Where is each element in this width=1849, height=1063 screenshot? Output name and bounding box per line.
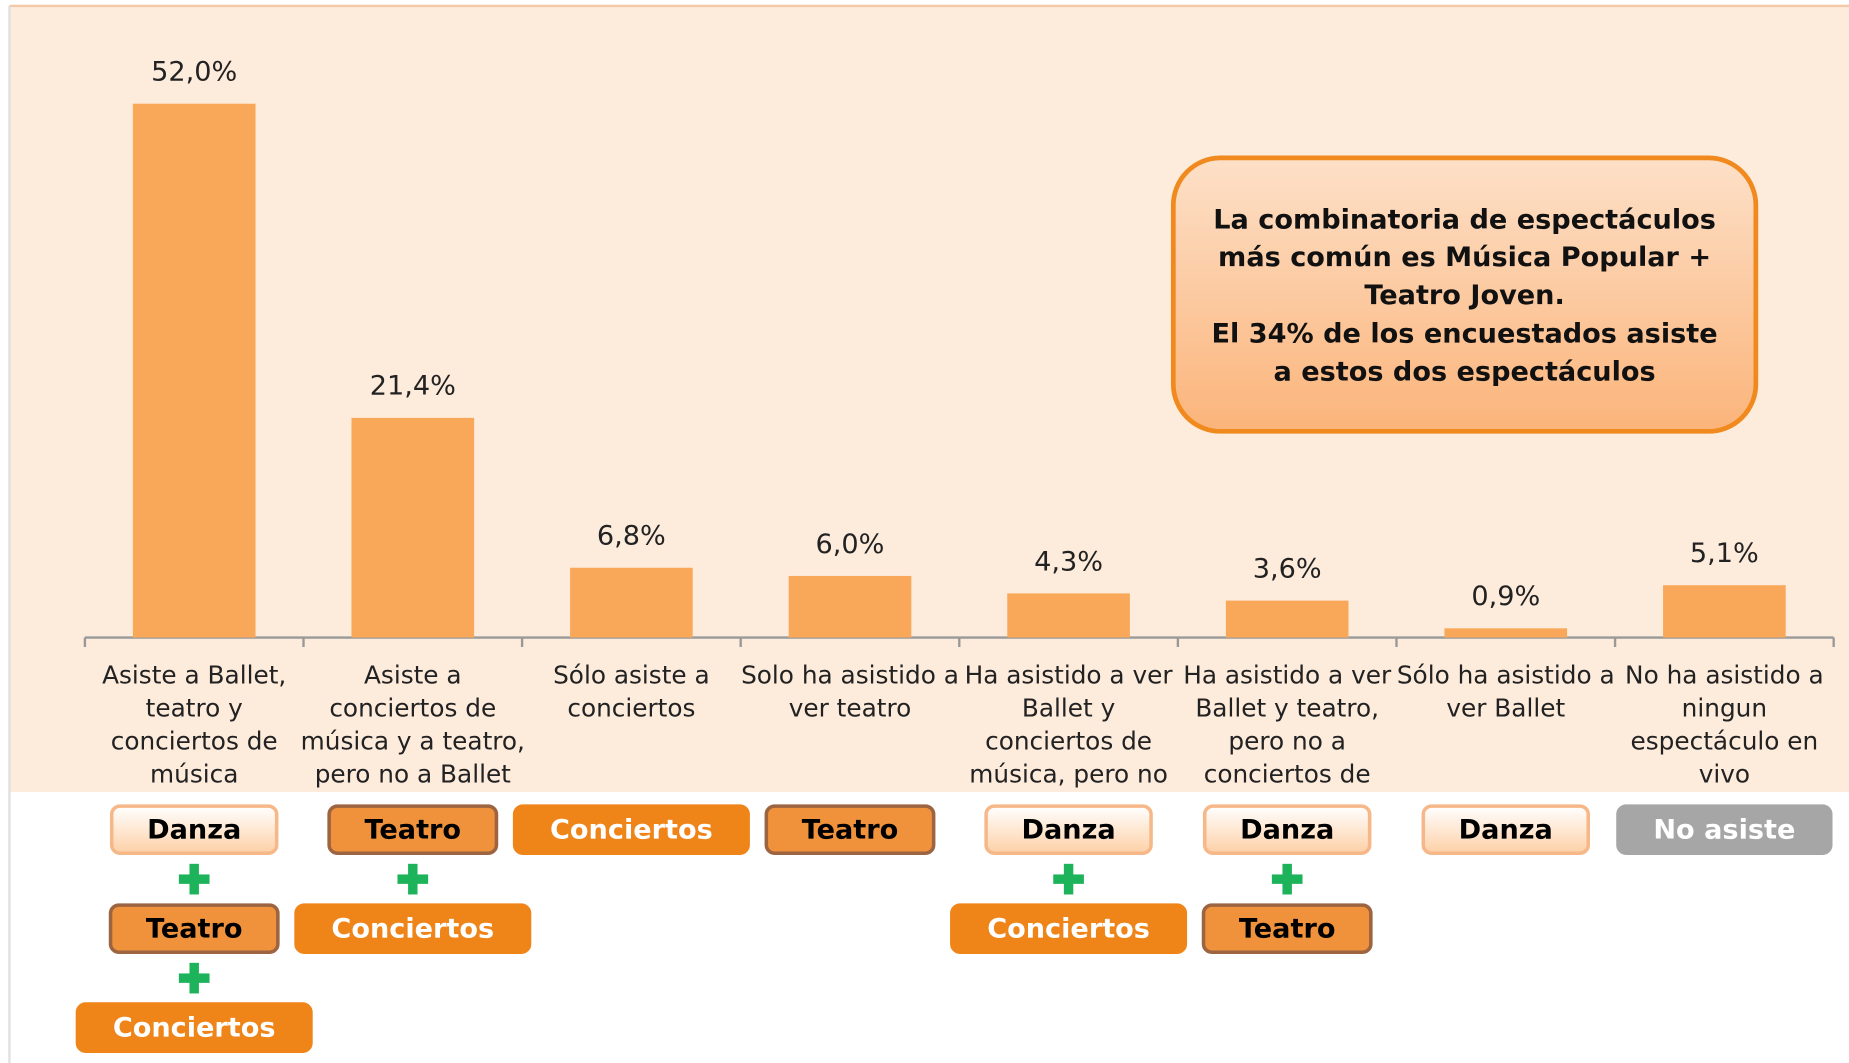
tag: Teatro — [108, 903, 280, 954]
tag-box — [108, 903, 280, 954]
plus-sign — [189, 863, 199, 895]
bar — [1444, 628, 1568, 638]
bar — [132, 103, 256, 638]
bar — [570, 567, 693, 638]
tag-label: Teatro — [365, 814, 462, 845]
plus-sign — [1063, 863, 1074, 895]
tag: Teatro — [764, 804, 936, 855]
tag: Danza — [109, 804, 279, 855]
value-label: 3,6% — [1253, 553, 1322, 584]
tag: Danza — [984, 804, 1153, 855]
x-tick-label: Asiste a conciertos de música y a teatro, p… — [301, 660, 525, 788]
annotation: El 34% de los encuestados asiste a estos … — [1212, 318, 1718, 387]
bar — [1007, 593, 1130, 638]
tag-label: Danza — [1021, 814, 1115, 845]
bar — [1225, 600, 1349, 638]
tag-label: Conciertos — [331, 913, 494, 944]
tag-box — [764, 804, 936, 855]
x-tick-label: No ha asistido a ningun espectáculo en vivo — [1625, 660, 1824, 788]
tag-box — [1202, 804, 1372, 855]
x-tick-label: Asiste a Ballet, teatro y conciertos de mús… — [102, 660, 286, 788]
plus-sign — [408, 863, 418, 895]
value-label: 6,8% — [597, 521, 666, 552]
bar — [788, 575, 912, 638]
x-tick-label: Sólo asiste a conciertos — [553, 660, 710, 722]
annotation-box — [1170, 155, 1759, 434]
tag-box — [294, 903, 532, 954]
value-label: 6,0% — [816, 529, 885, 560]
annotation: La combinatoria de espectáculos más común… — [1213, 204, 1716, 310]
tag: Conciertos — [294, 903, 532, 954]
tag-box — [950, 903, 1188, 954]
tag: Conciertos — [512, 804, 750, 855]
tag: Teatro — [327, 804, 499, 855]
bar — [351, 417, 475, 638]
tag-box — [512, 804, 750, 855]
tag: No asiste — [1616, 804, 1833, 855]
x-tick-label: Solo ha asistido a ver teatro — [741, 660, 959, 722]
x-tick-label: Ha asistido a ver Ballet y teatro, pero no… — [1183, 660, 1392, 788]
value-label: 0,9% — [1471, 581, 1540, 612]
value-label: 52,0% — [151, 57, 237, 88]
tag-label: Danza — [147, 814, 241, 845]
tag-box — [984, 804, 1153, 855]
tag-box — [327, 804, 499, 855]
value-label: 21,4% — [370, 371, 456, 402]
tag-label: Teatro — [802, 814, 899, 845]
tag: Conciertos — [950, 903, 1188, 954]
tag-label: Teatro — [146, 913, 243, 944]
tag-label: Conciertos — [987, 913, 1150, 944]
tag-label: Danza — [1459, 814, 1553, 845]
x-tick-label: Ha asistido a ver Ballet y conciertos de mú… — [965, 660, 1174, 788]
bar — [1663, 585, 1786, 638]
tag: Conciertos — [75, 1002, 313, 1053]
tag-box — [109, 804, 279, 855]
value-label: 5,1% — [1690, 538, 1759, 569]
plus-sign — [1282, 863, 1292, 895]
tag-label: Danza — [1240, 814, 1334, 845]
tag-box — [75, 1002, 313, 1053]
tag: Danza — [1202, 804, 1372, 855]
tag-label: Teatro — [1239, 913, 1336, 944]
x-tick-label: Sólo ha asistido a ver Ballet — [1397, 660, 1615, 722]
value-label: 4,3% — [1034, 546, 1103, 577]
plus-sign — [189, 962, 199, 994]
tag-label: Conciertos — [550, 814, 713, 845]
tag-box — [1421, 804, 1591, 855]
tag-box — [1616, 804, 1833, 855]
tag-box — [1201, 903, 1373, 954]
tag: Danza — [1421, 804, 1591, 855]
tag-label: No asiste — [1653, 814, 1795, 845]
tag-label: Conciertos — [113, 1012, 276, 1043]
tag: Teatro — [1201, 903, 1373, 954]
